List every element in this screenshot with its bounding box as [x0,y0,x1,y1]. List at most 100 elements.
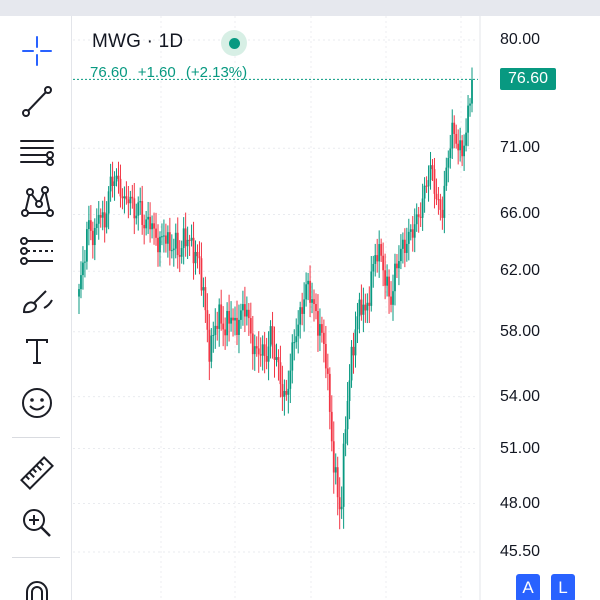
log-scale-button[interactable]: L [551,574,575,600]
candle-body [113,181,116,187]
candle-body [315,304,317,312]
candle-body [263,344,266,357]
zoom-in-tool[interactable] [14,500,60,546]
price-label: 51.00 [500,440,541,457]
text-tool[interactable] [14,328,60,374]
window-top-border [0,0,600,16]
candle-body [322,332,325,345]
candle-body [80,275,82,290]
symbol-title[interactable]: MWG · 1D [92,31,184,52]
toolbar-separator [12,437,60,438]
candle-body [338,497,341,510]
candle-body [99,215,102,218]
candle-body [334,467,337,473]
candle-body [374,255,377,264]
candle-body [279,362,282,385]
candle-body [198,256,201,259]
candle-body [394,263,396,292]
candle-body [273,344,276,360]
candle-body [433,169,436,194]
candle-body [78,289,80,297]
candle-body [313,299,315,305]
candle-body [360,299,363,315]
candlestick-chart[interactable] [73,16,600,600]
crosshair-tool[interactable] [14,28,60,74]
candle-body [429,165,432,181]
candle-body [441,209,444,218]
candle-body [82,262,84,276]
candle-body [364,304,367,311]
candle-body [87,220,90,230]
candle-body [84,261,86,263]
candle-body [283,390,286,397]
candle-body [319,324,321,336]
candle-body [261,344,264,356]
candle-body [242,304,244,311]
candle-body [437,199,440,201]
candle-body [396,263,398,269]
candle-body [293,342,296,344]
candle-body [236,317,238,335]
emoji-icon [22,388,52,418]
candle-body [133,198,136,219]
candle-body [400,248,402,262]
candle-body [471,79,473,104]
candle-body [403,239,406,253]
auto-scale-button[interactable]: A [516,574,540,600]
candle-body [297,324,300,337]
candle-body [305,284,308,300]
candle-body [407,231,410,244]
trend-line-tool[interactable] [14,78,60,124]
candle-body [386,276,388,286]
candle-body [439,199,442,210]
candle-body [346,400,349,430]
candle-body [188,239,191,241]
candle-body [427,180,430,187]
candle-body [216,325,219,329]
toolbar-separator [12,557,60,558]
candle-body [121,196,124,199]
candle-body [285,390,288,395]
candle-body [417,214,420,217]
candle-body [157,237,159,253]
candle-body [222,323,225,330]
fib-retracement-tool[interactable] [14,128,60,174]
candle-body [212,334,215,336]
pattern-tool[interactable] [14,178,60,224]
candle-body [277,357,280,363]
price-label: 45.50 [500,543,541,560]
emoji-tool[interactable] [14,380,60,426]
candle-body [228,310,230,324]
candle-body [299,307,302,325]
candle-body [447,157,450,168]
chart-pane[interactable]: MWG · 1D 76.60 +1.60 (+2.13%) 80.00 71.0… [73,16,600,600]
candle-body [376,255,379,262]
pattern-icon [21,186,54,217]
candle-body [461,140,464,157]
candle-body [190,237,193,241]
brush-tool[interactable] [14,278,60,324]
candle-body [362,304,365,315]
candle-body [117,175,120,179]
candle-body [234,317,236,321]
candle-body [415,214,418,225]
candle-body [170,250,173,252]
candle-body [275,357,278,360]
candle-body [109,176,112,192]
candle-body [419,216,422,218]
candle-body [105,213,108,228]
market-status-icon[interactable] [221,30,247,56]
candle-body [289,370,292,389]
candle-body [153,223,155,229]
price-label: 58.00 [500,323,541,340]
candle-body [253,346,256,355]
candle-body [332,441,335,473]
ruler-tool[interactable] [14,450,60,496]
candle-body [309,280,311,303]
magnet-tool[interactable] [14,568,60,600]
candle-body [301,307,304,314]
price-label: 80.00 [500,31,541,48]
candle-body [307,280,309,285]
prediction-tool[interactable] [14,228,60,274]
candle-body [421,198,424,218]
